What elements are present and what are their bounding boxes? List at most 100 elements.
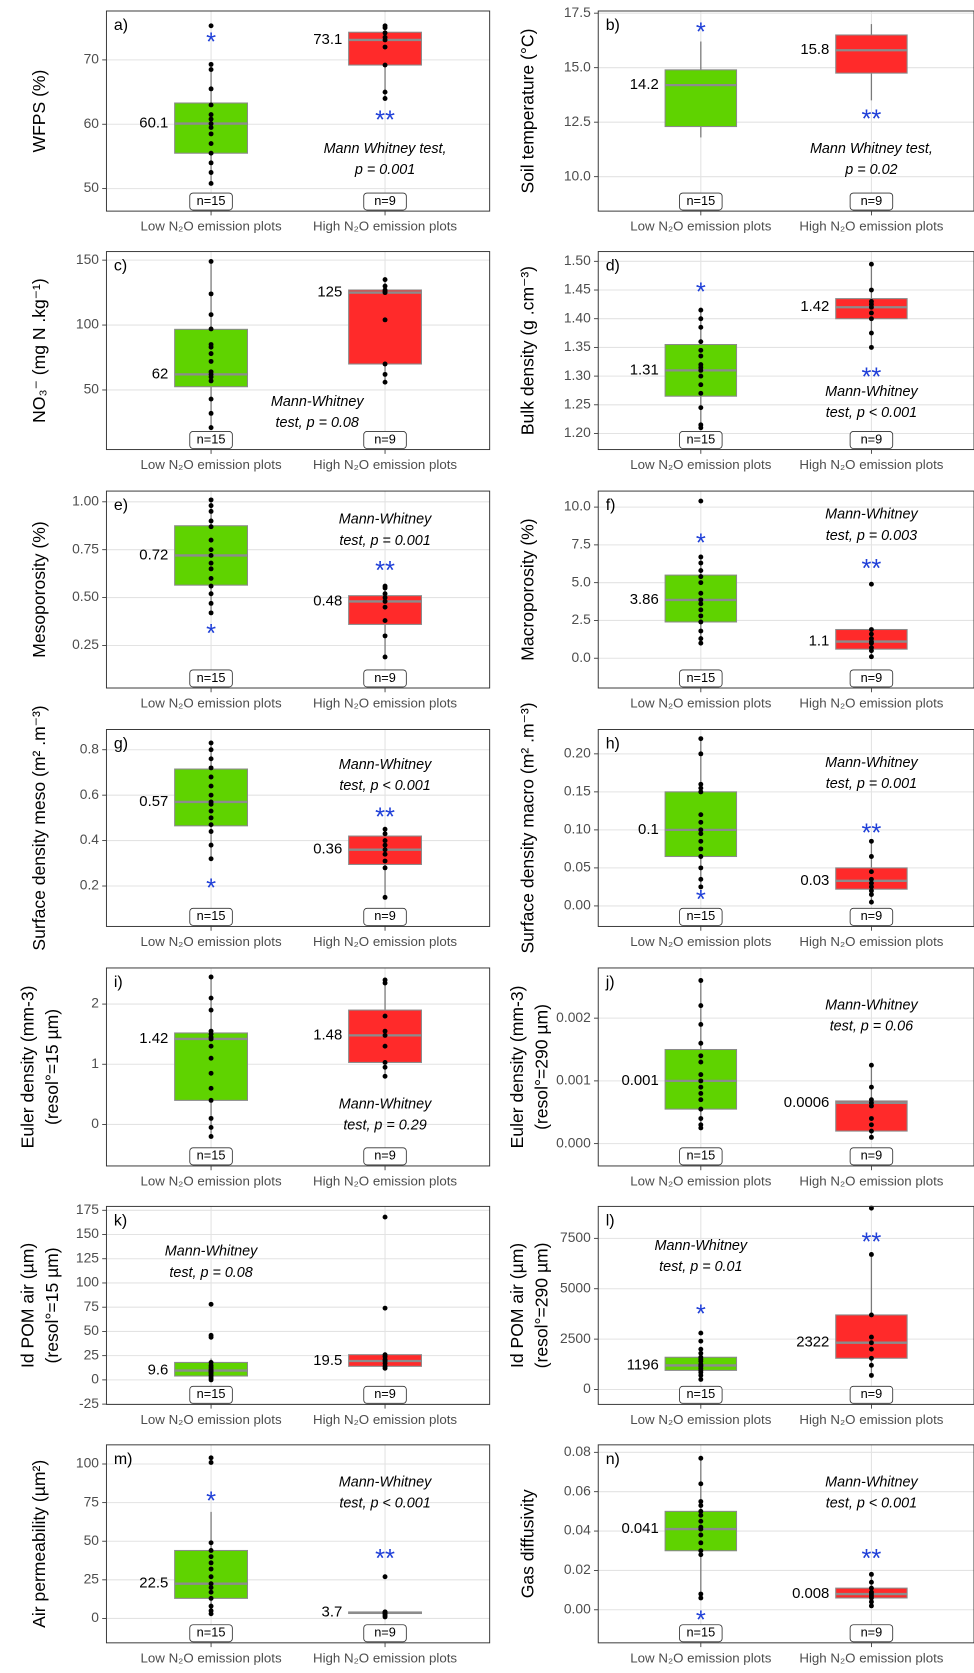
data-point — [208, 425, 214, 431]
panel: 0 1 2 1.42 n=15 Low N₂O emission plots 1.48 n=9… — [17, 967, 491, 1188]
y-tick-label: 75 — [84, 1493, 100, 1509]
data-point — [868, 1312, 874, 1318]
data-point — [868, 1340, 874, 1346]
x-tick-label: High N₂O emission plots — [799, 695, 943, 710]
data-point — [698, 1481, 704, 1487]
plot-background — [598, 10, 974, 212]
n-label: n=9 — [374, 670, 396, 685]
data-point — [382, 44, 388, 50]
data-point — [208, 351, 214, 357]
panel-border — [597, 251, 974, 451]
median-label: 0.001 — [621, 1073, 658, 1089]
panel-border — [105, 967, 491, 1167]
n-label: n=9 — [374, 431, 396, 446]
data-point — [868, 310, 874, 316]
n-label-box — [849, 1624, 894, 1643]
data-point — [208, 537, 214, 543]
panel-label: c) — [114, 258, 127, 275]
test-annotation: test, p < 0.001 — [826, 405, 917, 421]
test-annotation: test, p < 0.001 — [826, 1496, 917, 1512]
y-tick-label: 1.50 — [564, 252, 591, 268]
data-point — [698, 1540, 704, 1546]
data-point — [698, 1376, 704, 1382]
data-point — [698, 865, 704, 871]
data-point — [208, 756, 214, 762]
y-tick-label: 1.35 — [564, 338, 591, 354]
data-point — [382, 865, 388, 871]
y-axis-title: Macroporosity (%) — [518, 518, 538, 660]
data-point — [698, 1053, 704, 1059]
y-tick-label: 0.20 — [564, 745, 591, 761]
data-point — [208, 1097, 214, 1103]
n-label: n=15 — [197, 670, 226, 685]
data-point — [868, 854, 874, 859]
data-point — [208, 815, 214, 821]
n-label: n=15 — [197, 193, 226, 208]
significance-star: * — [206, 874, 216, 902]
n-label-box — [849, 431, 894, 449]
test-annotation: test, p = 0.001 — [826, 776, 917, 792]
data-point — [698, 498, 704, 504]
significance-star: * — [696, 1301, 706, 1329]
data-point — [698, 1106, 704, 1112]
significance-star: * — [696, 886, 706, 914]
data-point — [208, 67, 214, 73]
box — [348, 289, 422, 365]
data-point — [208, 508, 214, 514]
y-axis-title: (resol°=15 µm) — [42, 1247, 62, 1363]
test-annotation: test, p = 0.08 — [275, 415, 358, 431]
data-point — [208, 1055, 214, 1061]
n-label: n=15 — [197, 431, 226, 446]
significance-star: * — [206, 28, 216, 56]
y-axis-title: (resol°=290 µm) — [532, 1004, 552, 1130]
data-point — [382, 831, 388, 837]
data-point — [868, 1097, 874, 1103]
data-point — [208, 410, 214, 416]
data-point — [698, 1059, 704, 1065]
y-tick-label: 50 — [84, 1532, 100, 1548]
data-point — [698, 1040, 704, 1046]
median-label: 19.5 — [313, 1353, 342, 1369]
median-label: 1.42 — [800, 299, 829, 315]
y-tick-label: 7.5 — [572, 536, 592, 552]
data-point — [698, 422, 704, 428]
y-tick-label: 75 — [84, 1298, 100, 1314]
data-point — [382, 277, 388, 283]
data-point — [382, 826, 388, 832]
data-point — [208, 1455, 214, 1461]
data-point — [208, 740, 214, 746]
n-label-box — [849, 1147, 894, 1166]
data-point — [698, 1518, 704, 1524]
median-label: 73.1 — [313, 32, 342, 48]
data-point — [382, 838, 388, 844]
median-label: 0.36 — [313, 842, 342, 858]
y-tick-label: 0 — [91, 1371, 99, 1387]
median-label: 9.6 — [148, 1363, 169, 1379]
data-point — [208, 1359, 214, 1365]
data-point — [382, 1574, 388, 1580]
data-point — [698, 827, 704, 833]
data-point — [868, 1599, 874, 1605]
data-point — [868, 299, 874, 304]
test-annotation: test, p = 0.001 — [339, 533, 430, 549]
data-point — [698, 785, 704, 791]
n-label-box — [363, 907, 407, 926]
median-label: 1.48 — [313, 1027, 342, 1043]
panel: 1.20 1.25 1.30 1.35 1.40 1.45 1.50 1.31 * n=15 Low… — [518, 251, 974, 472]
significance-star: ** — [861, 105, 881, 133]
data-point — [208, 1554, 214, 1560]
n-label-box — [189, 1385, 233, 1404]
data-point — [698, 1350, 704, 1356]
n-label: n=9 — [861, 431, 883, 446]
data-point — [208, 1574, 214, 1580]
y-tick-label: 50 — [84, 1322, 100, 1338]
n-label: n=9 — [861, 1386, 883, 1401]
x-tick-label: High N₂O emission plots — [799, 219, 943, 234]
x-tick-label: High N₂O emission plots — [799, 1173, 943, 1188]
data-point — [208, 1085, 214, 1091]
y-tick-label: 0.2 — [80, 877, 99, 893]
significance-star: ** — [861, 364, 881, 392]
y-tick-label: 1.30 — [564, 367, 591, 383]
y-axis-title: (resol°=290 µm) — [532, 1242, 552, 1368]
y-tick-label: 100 — [76, 1274, 99, 1290]
